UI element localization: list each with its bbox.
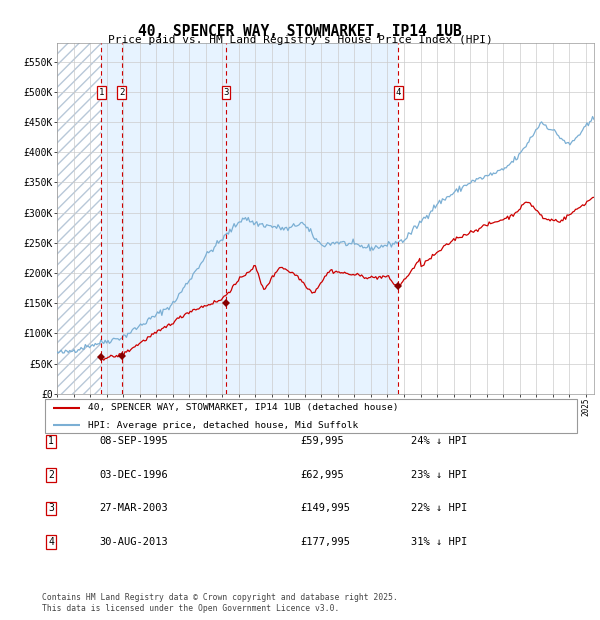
Text: 4: 4 (48, 537, 54, 547)
Bar (101, 43, 398, 394)
Text: 3: 3 (48, 503, 54, 513)
Text: 40, SPENCER WAY, STOWMARKET, IP14 1UB: 40, SPENCER WAY, STOWMARKET, IP14 1UB (138, 24, 462, 38)
Text: 30-AUG-2013: 30-AUG-2013 (99, 537, 168, 547)
Text: 1: 1 (48, 436, 54, 446)
Text: 24% ↓ HPI: 24% ↓ HPI (411, 436, 467, 446)
Text: Price paid vs. HM Land Registry's House Price Index (HPI): Price paid vs. HM Land Registry's House … (107, 35, 493, 45)
Text: 31% ↓ HPI: 31% ↓ HPI (411, 537, 467, 547)
Text: 27-MAR-2003: 27-MAR-2003 (99, 503, 168, 513)
Text: £62,995: £62,995 (300, 470, 344, 480)
Text: £177,995: £177,995 (300, 537, 350, 547)
Text: 1: 1 (99, 88, 104, 97)
Text: 3: 3 (223, 88, 229, 97)
Text: 03-DEC-1996: 03-DEC-1996 (99, 470, 168, 480)
Text: 4: 4 (396, 88, 401, 97)
Bar (57, 43, 101, 394)
Text: Contains HM Land Registry data © Crown copyright and database right 2025.
This d: Contains HM Land Registry data © Crown c… (42, 593, 398, 613)
FancyBboxPatch shape (45, 399, 577, 433)
Text: 40, SPENCER WAY, STOWMARKET, IP14 1UB (detached house): 40, SPENCER WAY, STOWMARKET, IP14 1UB (d… (88, 403, 398, 412)
Text: 2: 2 (119, 88, 124, 97)
Text: 22% ↓ HPI: 22% ↓ HPI (411, 503, 467, 513)
Text: 08-SEP-1995: 08-SEP-1995 (99, 436, 168, 446)
Bar (57, 43, 101, 394)
Text: £149,995: £149,995 (300, 503, 350, 513)
Text: 23% ↓ HPI: 23% ↓ HPI (411, 470, 467, 480)
Text: £59,995: £59,995 (300, 436, 344, 446)
Text: HPI: Average price, detached house, Mid Suffolk: HPI: Average price, detached house, Mid … (88, 421, 358, 430)
Text: 2: 2 (48, 470, 54, 480)
